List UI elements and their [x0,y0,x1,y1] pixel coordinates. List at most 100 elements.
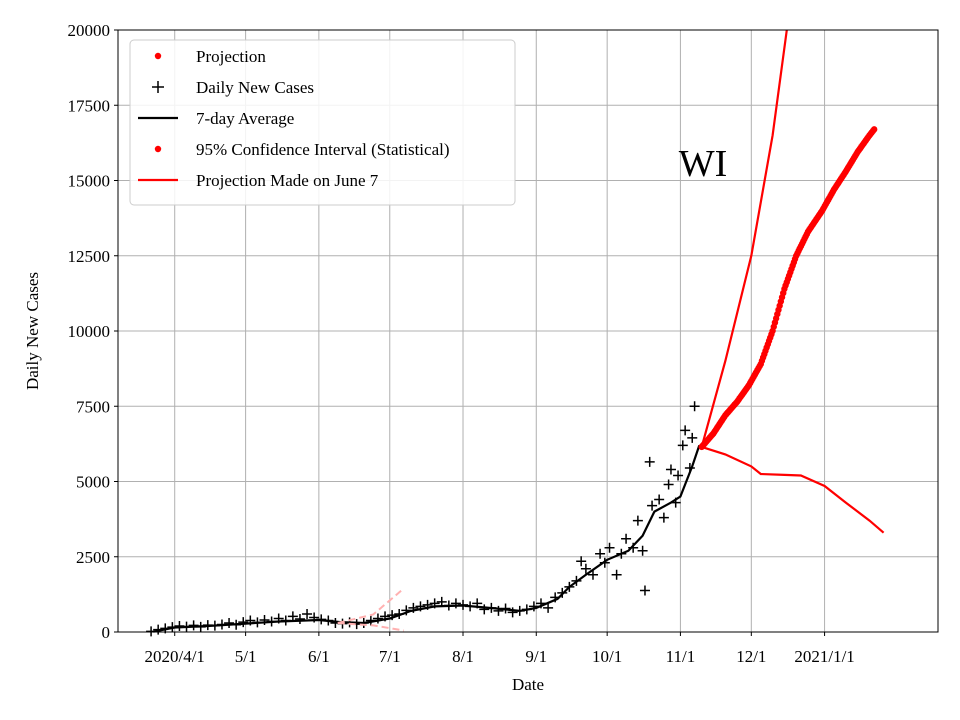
daily-new-cases-point [387,610,398,621]
projection-made-on-june-7-line [700,29,788,448]
y-tick-label: 2500 [76,548,110,567]
legend-label: Daily New Cases [196,78,314,97]
daily-new-cases-point [479,604,490,615]
daily-new-cases-point [687,432,698,443]
daily-new-cases-point [231,619,242,630]
daily-new-cases-point [252,617,263,628]
daily-new-cases-point [216,619,227,630]
daily-new-cases-point [408,602,419,613]
legend-box [129,39,516,206]
x-tick-label: 6/1 [308,647,330,666]
daily-new-cases-point [564,581,575,592]
daily-new-cases-point [372,613,383,624]
daily-new-cases-point [670,497,681,508]
x-tick-label: 2020/4/1 [144,647,204,666]
axis-ticks: 0 2500 5000 7500 10000 12500 15000 17500 20000 20… [68,21,855,666]
daily-new-cases-point [323,615,334,626]
y-tick-label: 0 [102,623,111,642]
daily-new-cases-point [550,592,561,603]
x-tick-label: 8/1 [452,647,474,666]
daily-new-cases-point [665,464,676,475]
daily-new-cases-point [689,401,700,412]
x-tick-label: 7/1 [379,647,401,666]
daily-new-cases-point [167,622,178,633]
daily-new-cases-point [663,479,674,490]
daily-new-cases-point [616,548,627,559]
legend-marker-dot [154,52,162,60]
daily-new-cases-point [188,620,199,631]
y-tick-label: 20000 [68,21,111,40]
x-tick-label: 5/1 [235,647,257,666]
7-day-average-line [153,445,701,633]
daily-new-cases-point [401,605,412,616]
daily-new-cases-point [535,598,546,609]
daily-new-cases-point [365,615,376,626]
daily-new-cases-point [443,600,454,611]
legend-marker-dot [154,145,162,153]
daily-new-cases-point [576,556,587,567]
daily-new-cases-point [580,563,591,574]
series-line [337,622,405,632]
daily-new-cases-point [587,569,598,580]
daily-new-cases-point [639,585,650,596]
legend-label: 95% Confidence Interval (Statistical) [196,140,450,159]
daily-new-cases-point [677,440,688,451]
daily-new-cases-point [422,599,433,610]
daily-new-cases-point [309,612,320,623]
daily-new-cases-point [514,605,525,616]
daily-new-cases-point [604,542,615,553]
daily-new-cases-point [450,598,461,609]
x-tick-label: 9/1 [525,647,547,666]
daily-new-cases-point [153,624,164,635]
daily-new-cases-point [680,425,691,436]
daily-new-cases-point [259,614,270,625]
series-layer [146,29,885,637]
daily-new-cases-point [528,601,539,612]
daily-new-cases-point [543,602,554,613]
daily-new-cases-point [195,621,206,632]
y-tick-label: 15000 [68,172,111,191]
daily-new-cases-point [358,617,369,628]
daily-new-cases-point [557,587,568,598]
daily-new-cases-point [415,601,426,612]
series-line [337,587,405,624]
x-tick-label: 11/1 [666,647,696,666]
y-tick-label: 17500 [68,96,111,115]
daily-new-cases-point [500,603,511,614]
daily-new-cases-point [273,613,284,624]
daily-new-cases-point [266,616,277,627]
daily-new-cases-point [287,611,298,622]
daily-new-cases-point [647,500,658,511]
state-annotation: WI [679,143,728,185]
daily-new-cases-point [684,462,695,473]
daily-new-cases-point [458,599,469,610]
y-axis-label: Daily New Cases [23,272,42,390]
daily-new-cases-point [621,533,632,544]
daily-new-cases-point [465,601,476,612]
legend-label: Projection Made on June 7 [196,171,379,190]
daily-new-cases-point [637,545,648,556]
daily-new-cases-point [628,542,639,553]
legend-marker-plus [152,81,164,93]
daily-new-cases-point [521,604,532,615]
daily-new-cases-point [436,596,447,607]
legend-label: Projection [196,47,266,66]
daily-new-cases-point [673,470,684,481]
daily-new-cases-point [644,456,655,467]
daily-new-cases-point [302,608,313,619]
daily-new-cases-point [654,494,665,505]
y-tick-label: 5000 [76,473,110,492]
legend: Projection Daily New Cases 7-day Average 95… [129,39,516,206]
daily-new-cases-point [472,598,483,609]
daily-new-cases-point [429,598,440,609]
x-tick-label: 2021/1/1 [794,647,854,666]
x-tick-label: 10/1 [592,647,622,666]
x-axis-label: Date [512,675,544,694]
daily-new-cases-point [209,620,220,631]
daily-new-cases-point [294,614,305,625]
legend-label: 7-day Average [196,109,294,128]
daily-new-cases-point [611,569,622,580]
daily-new-cases-point [380,611,391,622]
daily-new-cases-point [632,515,643,526]
